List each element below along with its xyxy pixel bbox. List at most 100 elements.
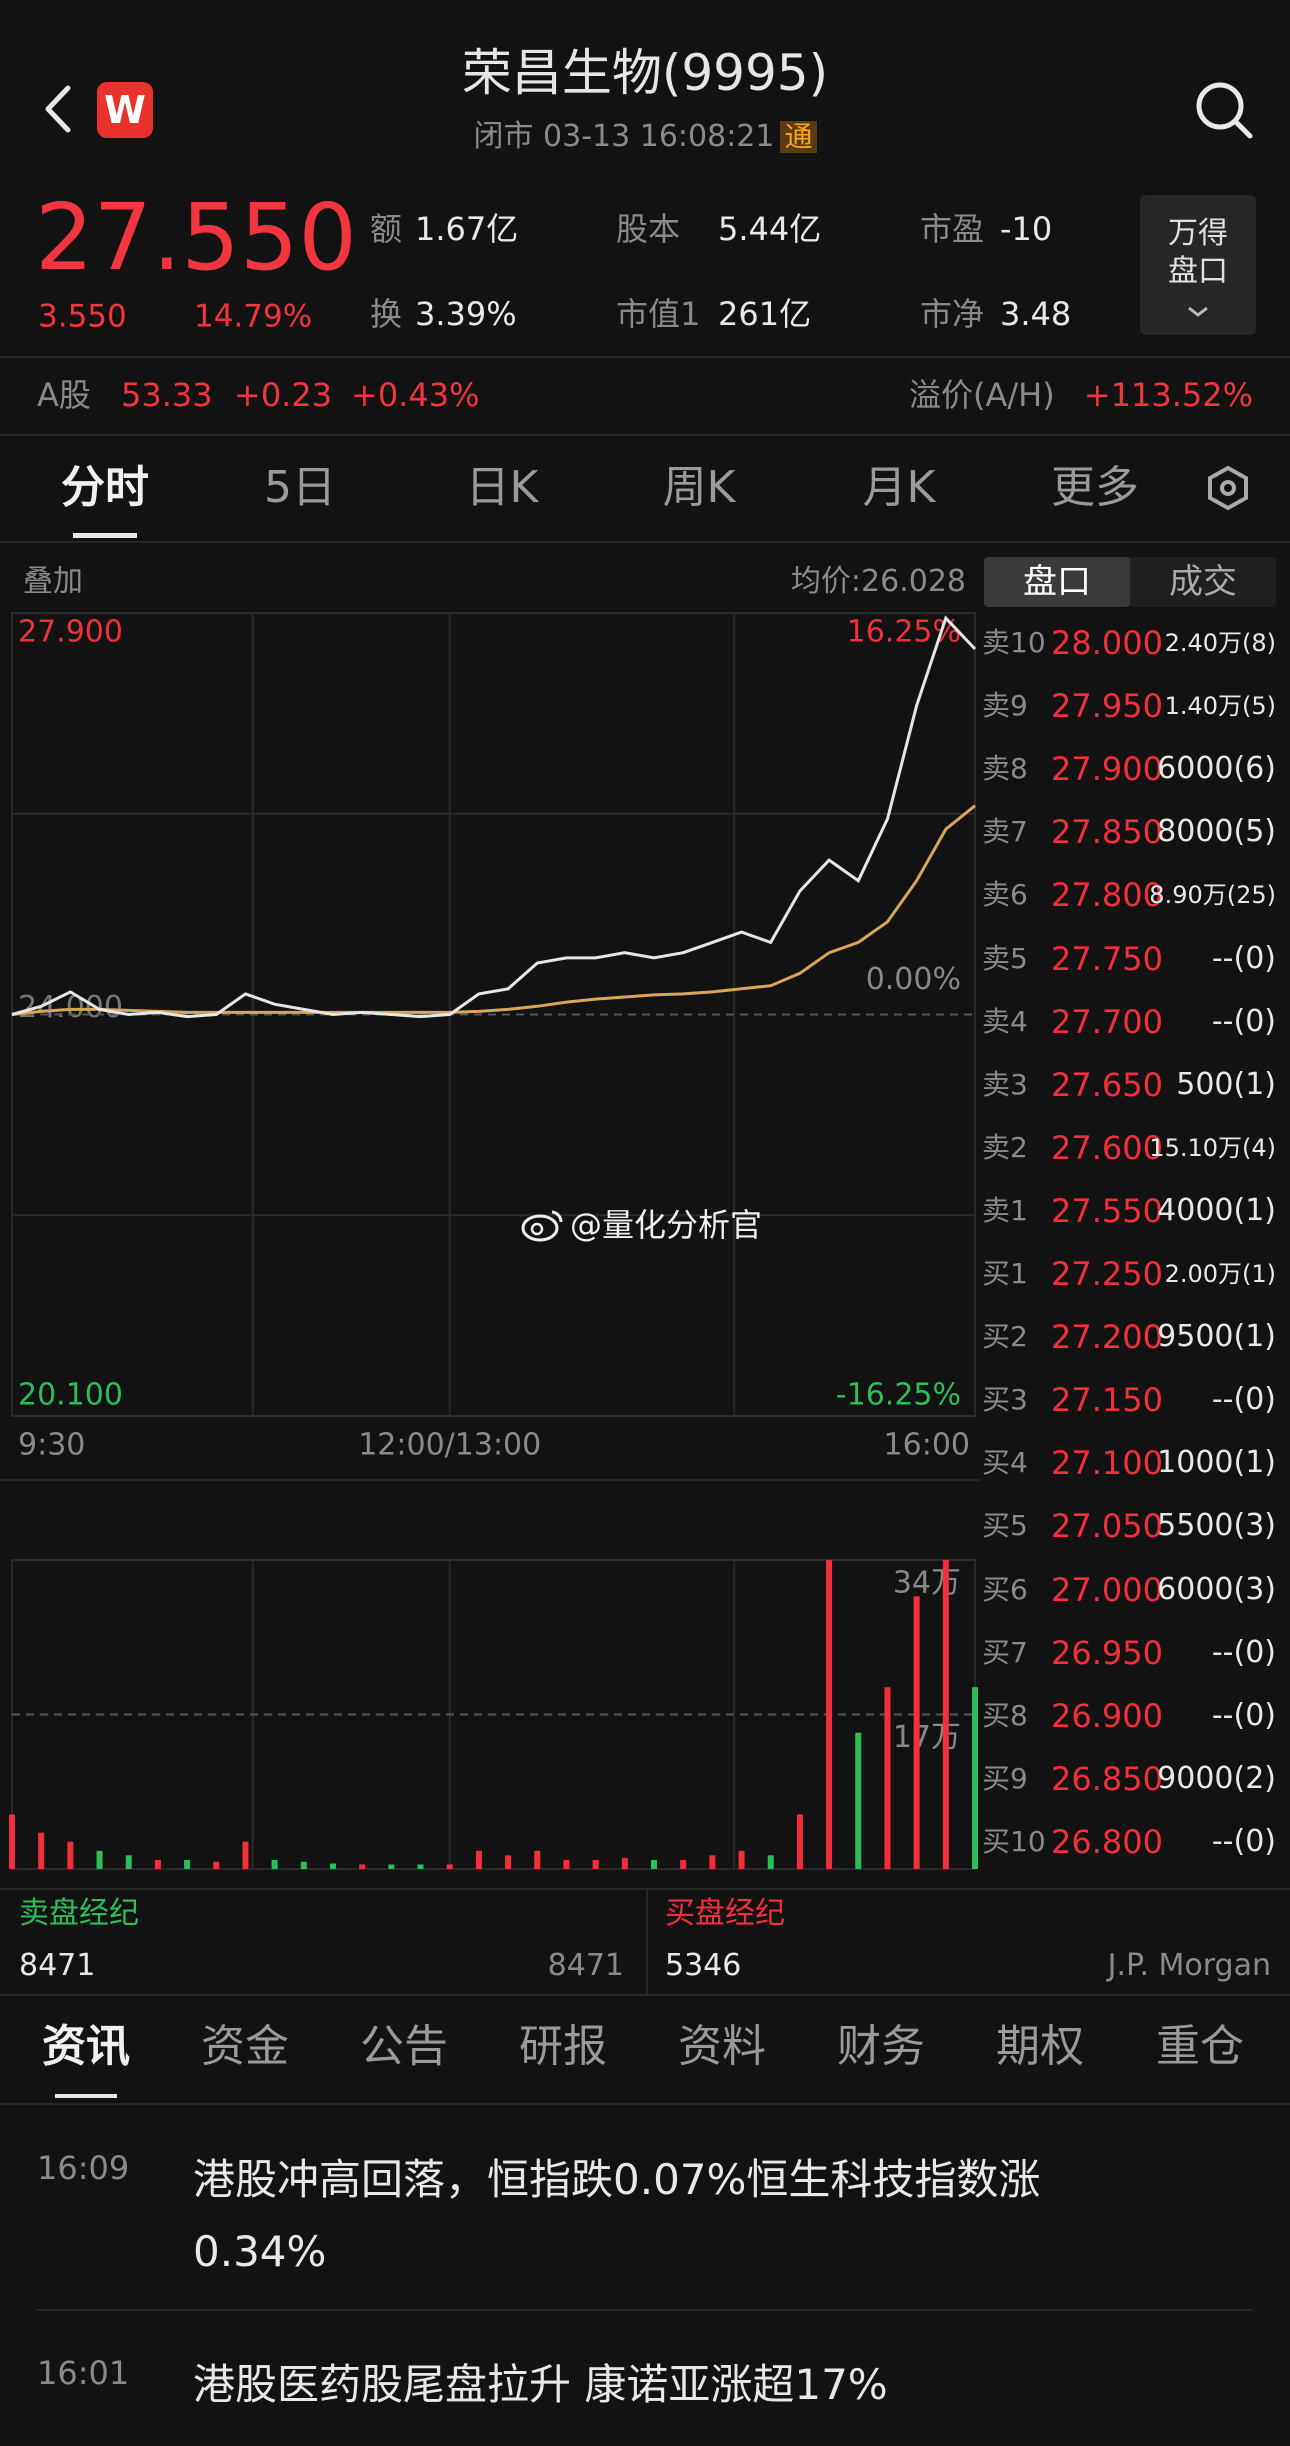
news-tab[interactable]: 财务 [837, 2021, 925, 2072]
book-level: 买10 [982, 1824, 1046, 1858]
status-row: 闭市 03-13 16:08:21 通 [0, 121, 1290, 153]
book-volume: 6000(6) [1157, 751, 1276, 787]
book-price: 27.200 [1051, 1318, 1163, 1357]
back-button[interactable] [45, 85, 71, 133]
settings-button[interactable] [1200, 460, 1256, 516]
volume-bar [709, 1855, 716, 1869]
volume-bar [38, 1832, 45, 1869]
book-volume: --(0) [1211, 1634, 1276, 1670]
book-level: 卖8 [982, 752, 1028, 786]
news-headline[interactable]: 港股冲高回落，恒指跌0.07%恒生科技指数涨0.34% [193, 2155, 1041, 2276]
book-price: 27.100 [1051, 1444, 1163, 1483]
overlay-button[interactable]: 叠加 [23, 564, 83, 599]
news-tab[interactable]: 资金 [201, 2021, 289, 2072]
price-line [11, 615, 977, 1019]
divider [0, 1888, 1290, 1890]
chart-tab[interactable]: 5日 [264, 462, 336, 513]
book-volume: --(0) [1211, 1823, 1276, 1859]
book-volume: 9500(1) [1157, 1319, 1276, 1355]
book-price: 27.150 [1051, 1381, 1163, 1420]
news-headline[interactable]: 港股医药股尾盘拉升 康诺亚涨超17% [193, 2360, 888, 2409]
book-volume: --(0) [1211, 1697, 1276, 1733]
book-price: 27.550 [1051, 1191, 1163, 1230]
news-tab[interactable]: 资料 [678, 2021, 766, 2072]
premium-value: +113.52% [1083, 376, 1253, 414]
chart-tab[interactable]: 周K [662, 462, 736, 513]
book-level: 卖2 [982, 1130, 1028, 1164]
x-tick-label: 9:30 [18, 1428, 85, 1463]
book-price: 26.800 [1051, 1822, 1163, 1861]
book-volume: 15.10万(4) [1149, 1133, 1276, 1162]
volume-bar [913, 1596, 920, 1869]
book-tab[interactable]: 成交 [1169, 562, 1237, 602]
volume-bar [330, 1863, 336, 1869]
volume-bar [388, 1864, 395, 1869]
volume-bar [972, 1687, 978, 1869]
volume-bar [154, 1859, 161, 1869]
book-price: 26.950 [1051, 1633, 1163, 1672]
book-volume: 1.40万(5) [1164, 692, 1276, 721]
chevron [1188, 306, 1208, 317]
volume-bar [417, 1864, 424, 1869]
stat-label: 股本 [616, 210, 681, 248]
chart-tab[interactable]: 分时 [61, 462, 149, 513]
volume-bar [826, 1560, 833, 1869]
volume-bar [300, 1861, 307, 1869]
chart-tab[interactable]: 月K [862, 462, 936, 513]
price-change: 3.550 [38, 298, 127, 335]
x-tick-label: 12:00/13:00 [358, 1428, 541, 1463]
book-level: 卖10 [982, 626, 1046, 659]
volume-bar [563, 1859, 570, 1869]
book-price: 28.000 [1051, 624, 1163, 662]
volume-bar [767, 1855, 774, 1869]
news-tab[interactable]: 期权 [996, 2021, 1084, 2072]
a-share-change-pct: +0.43% [351, 376, 480, 414]
last-price: 27.550 [35, 184, 357, 291]
a-share-price: 53.33 [121, 376, 213, 414]
book-volume: --(0) [1211, 940, 1276, 976]
book-volume: 2.40万(8) [1164, 629, 1276, 657]
broker-code: 5346 [665, 1948, 742, 1983]
book-price: 27.700 [1051, 1002, 1163, 1041]
a-share-change: +0.23 [234, 376, 333, 414]
book-volume: --(0) [1211, 1003, 1276, 1039]
broker-name: 8471 [547, 1948, 624, 1983]
news-tab[interactable]: 重仓 [1156, 2021, 1244, 2072]
divider [0, 434, 1290, 436]
news-tab[interactable]: 资讯 [42, 2021, 130, 2072]
volume-bar [125, 1855, 132, 1869]
book-price: 27.600 [1051, 1128, 1163, 1167]
divider [0, 2103, 1290, 2105]
volume-bar [592, 1859, 599, 1869]
y2-tick-label: -16.25% [836, 1378, 961, 1413]
a-share-label: A股 [37, 376, 91, 414]
weibo-icon [521, 1210, 563, 1242]
active-tab-underline [73, 533, 137, 538]
book-price: 27.050 [1051, 1507, 1163, 1546]
search-button[interactable] [1196, 82, 1253, 139]
news-time: 16:01 [37, 2354, 130, 2392]
header-icons [45, 82, 1253, 139]
y2-tick-label: 0.00% [866, 962, 961, 997]
book-price: 26.850 [1051, 1759, 1163, 1798]
broker-name: J.P. Morgan [1107, 1948, 1271, 1983]
button-line: 万得 [1168, 216, 1228, 251]
book-level: 买4 [982, 1446, 1028, 1480]
news-tab[interactable]: 公告 [360, 2021, 448, 2072]
volume-bar [213, 1861, 220, 1869]
y-tick-label: 27.900 [18, 615, 123, 650]
book-volume: 1000(1) [1157, 1445, 1276, 1481]
volume-bar [796, 1814, 803, 1869]
wind-button[interactable]: 万得 盘口 [1140, 195, 1256, 335]
book-volume: 2.00万(1) [1164, 1260, 1276, 1288]
chart-tab[interactable]: 日K [465, 462, 539, 513]
chart-tab[interactable]: 更多 [1051, 462, 1139, 513]
y-tick-label: 20.100 [18, 1378, 123, 1413]
news-tab[interactable]: 研报 [519, 2021, 607, 2072]
book-level: 买2 [982, 1320, 1028, 1354]
volume-bar [651, 1859, 657, 1869]
book-tab[interactable]: 盘口 [984, 557, 1130, 607]
stat-value: 5.44亿 [718, 210, 822, 248]
book-volume: 500(1) [1176, 1066, 1276, 1102]
divider [0, 1994, 1290, 1996]
